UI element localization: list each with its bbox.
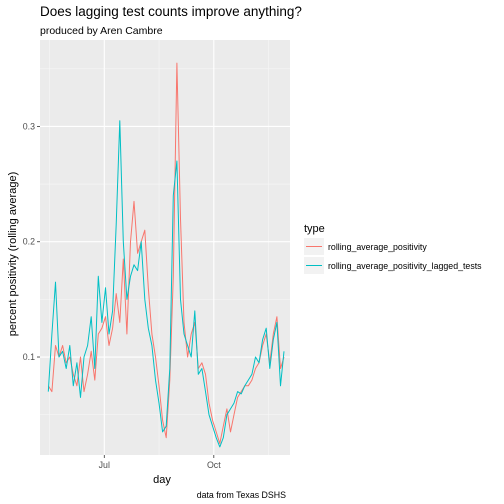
y-tick-label: 0.3 — [23, 121, 35, 131]
x-axis-label: day — [153, 474, 171, 486]
x-axis-ticks: Jul Oct — [99, 455, 221, 470]
series-lines — [47, 62, 285, 448]
plot-background — [40, 40, 290, 455]
y-tick-label: 0.2 — [23, 237, 35, 247]
plot-panel — [40, 40, 290, 455]
legend: type rolling_average_positivity rolling_… — [304, 223, 482, 274]
legend-title: type — [304, 223, 325, 235]
x-tick-label: Oct — [207, 460, 221, 470]
y-axis-ticks: 0.1 0.2 0.3 — [23, 121, 40, 362]
x-tick-label: Jul — [99, 460, 110, 470]
series-line-lagged-tests — [47, 120, 285, 448]
chart-subtitle: produced by Aren Cambre — [40, 25, 163, 37]
y-axis-label: percent positivity (rolling average) — [7, 172, 19, 336]
legend-label-positivity: rolling_average_positivity — [328, 242, 427, 252]
chart-title: Does lagging test counts improve anythin… — [40, 4, 302, 19]
legend-label-lagged-tests: rolling_average_positivity_lagged_tests — [328, 261, 482, 271]
chart-caption: data from Texas DSHS — [197, 490, 286, 500]
y-tick-label: 0.1 — [23, 352, 35, 362]
